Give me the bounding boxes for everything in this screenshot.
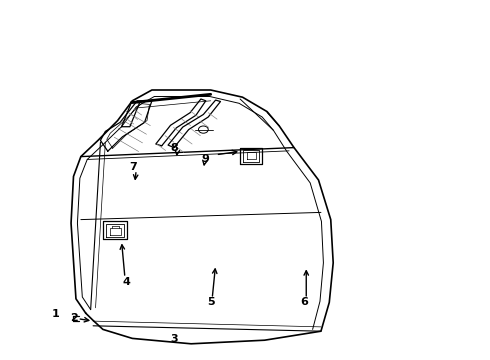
Text: 1: 1 [51,309,59,319]
Text: 6: 6 [300,297,308,307]
Text: 4: 4 [122,276,130,287]
Text: 2: 2 [71,313,78,323]
Text: 8: 8 [170,143,178,153]
Text: 5: 5 [207,297,215,307]
Text: 9: 9 [202,154,210,164]
Text: 7: 7 [129,162,137,172]
Text: 3: 3 [170,334,178,344]
